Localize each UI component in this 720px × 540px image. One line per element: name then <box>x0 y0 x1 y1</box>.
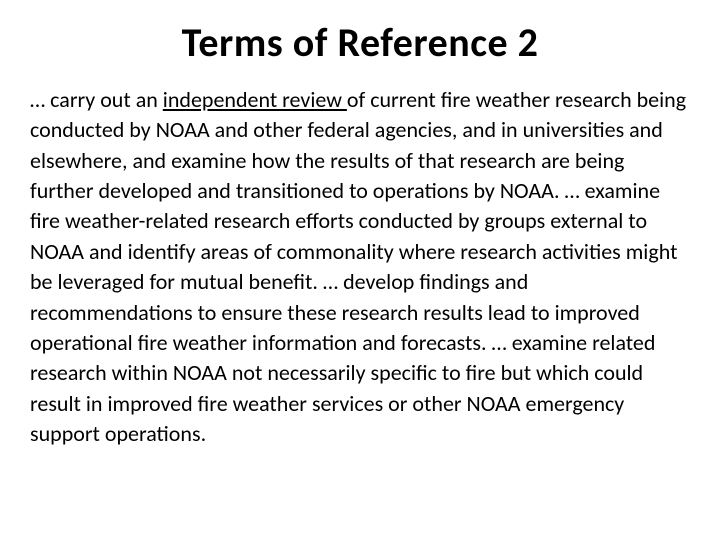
slide-body: … carry out an independent review of cur… <box>30 85 690 449</box>
body-text-underlined: independent review <box>163 86 347 113</box>
body-text-pre: … carry out an <box>30 86 163 113</box>
slide-title: Terms of Reference 2 <box>30 18 690 67</box>
body-text-post: of current fire weather research being c… <box>30 86 686 447</box>
slide: Terms of Reference 2 … carry out an inde… <box>0 0 720 540</box>
